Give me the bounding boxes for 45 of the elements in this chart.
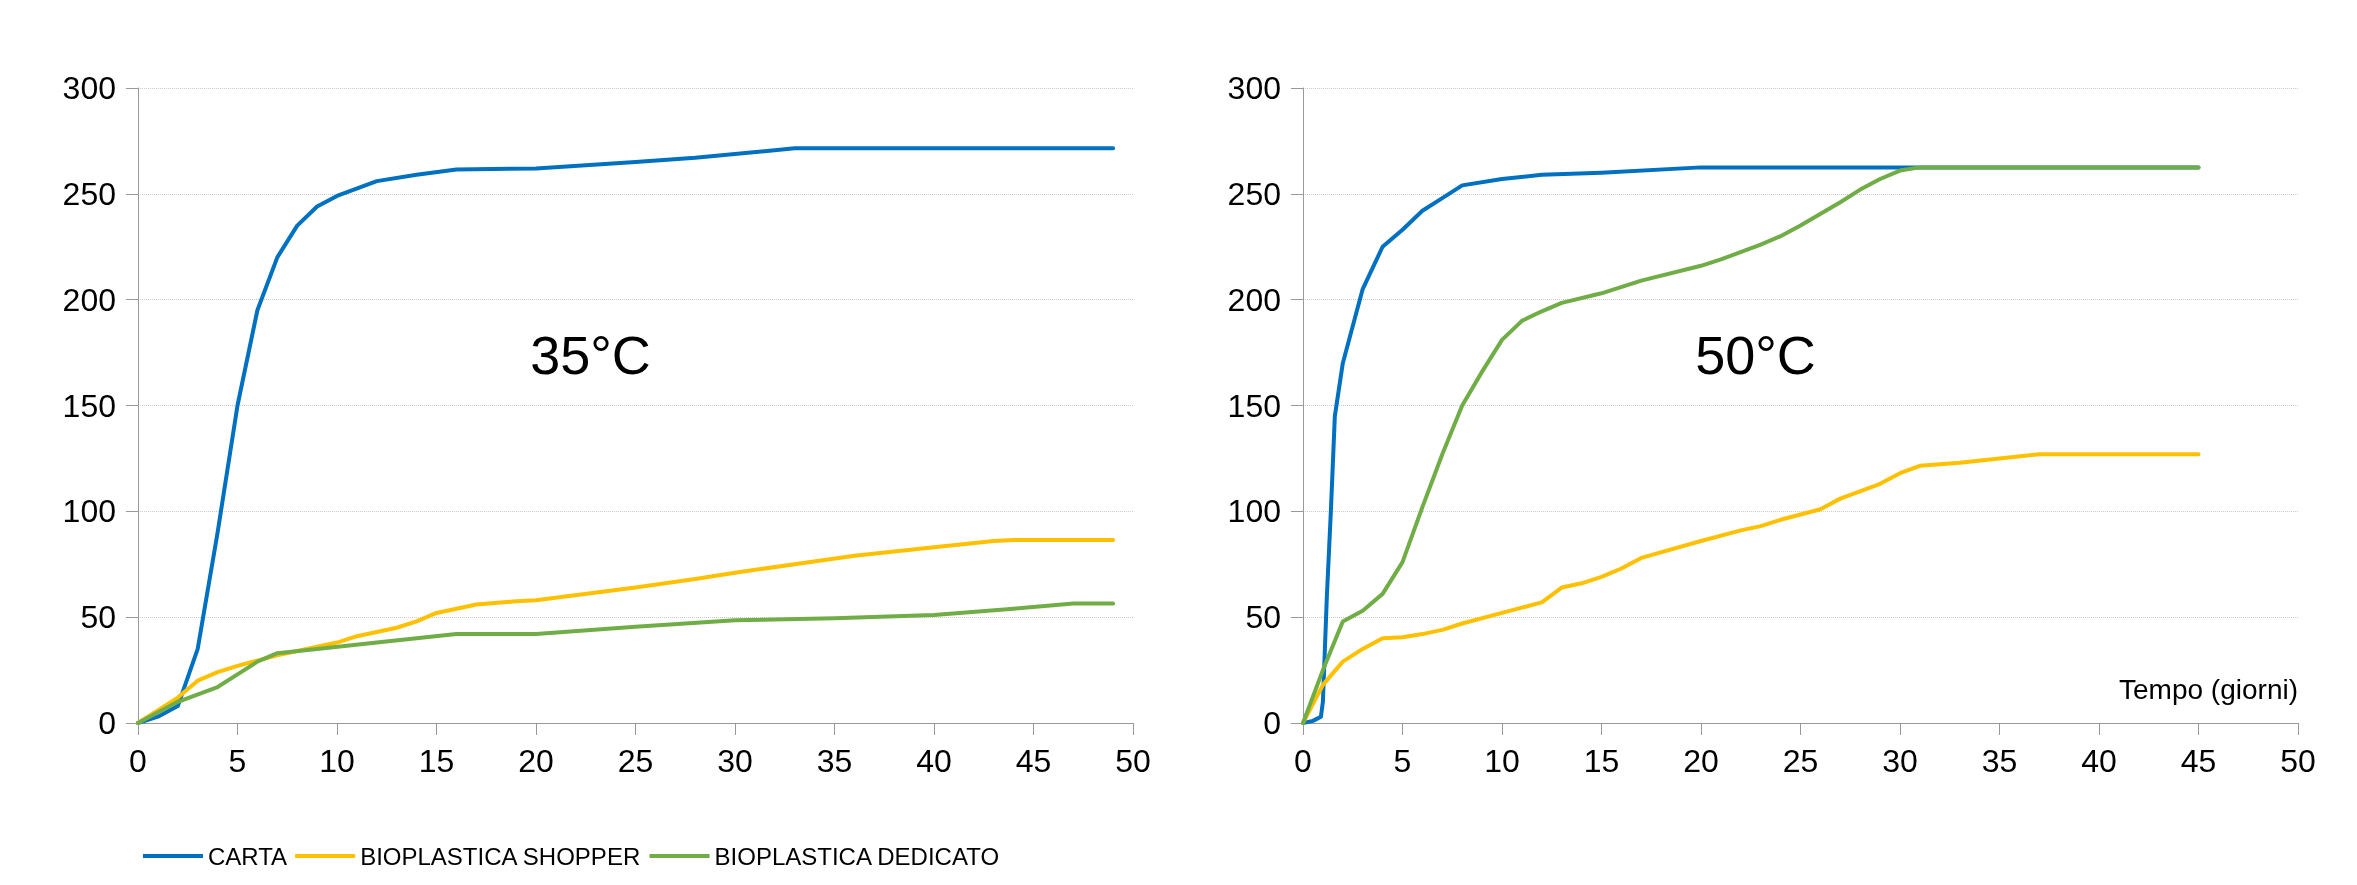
x-tick-label: 50 <box>2280 743 2316 779</box>
x-tick-label: 15 <box>1583 743 1620 779</box>
x-axis-title: Tempo (giorni) <box>2119 673 2298 705</box>
line-series <box>136 146 1116 725</box>
x-tick-label: 15 <box>418 743 455 779</box>
x-tick-label: 35 <box>816 743 853 779</box>
y-tick-label: 0 <box>1263 705 1281 741</box>
y-tick-label: 50 <box>80 599 116 636</box>
line-series <box>136 601 1116 725</box>
y-tick-label: 250 <box>62 175 116 212</box>
x-tick-label: 0 <box>129 743 147 779</box>
legend-label: BIOPLASTICA SHOPPER <box>360 842 641 870</box>
x-tick-label: 35 <box>1981 743 2018 779</box>
legend-label: BIOPLASTICA DEDICATO <box>714 842 1000 870</box>
x-tick-label: 45 <box>2180 743 2217 779</box>
y-tick-label: 100 <box>62 493 116 530</box>
annotation: 50°C <box>1695 325 1816 385</box>
x-tick-label: 10 <box>319 743 355 779</box>
x-tick-label: 20 <box>1683 743 1719 779</box>
y-tick-label: 150 <box>1227 387 1281 424</box>
x-tick-label: 30 <box>717 743 753 779</box>
y-tick-label: 200 <box>62 281 116 318</box>
y-tick-label: 150 <box>62 387 116 424</box>
line-series <box>1301 165 2201 725</box>
x-tick-label: 25 <box>1782 743 1819 779</box>
x-tick-label: 25 <box>617 743 654 779</box>
x-tick-label: 10 <box>1484 743 1520 779</box>
x-tick-label: 50 <box>1115 743 1151 779</box>
y-tick-label: 300 <box>1227 70 1281 106</box>
y-tick-label: 200 <box>1227 281 1281 318</box>
annotation: 35°C <box>530 325 651 385</box>
y-tick-label: 100 <box>1227 493 1281 530</box>
x-tick-label: 0 <box>1294 743 1312 779</box>
y-tick-label: 0 <box>98 705 116 741</box>
y-tick-label: 300 <box>62 70 116 106</box>
y-tick-label: 50 <box>1245 599 1281 636</box>
legend-label: CARTA <box>208 842 288 870</box>
x-tick-label: 5 <box>228 743 247 779</box>
x-tick-label: 40 <box>916 743 952 779</box>
x-tick-label: 20 <box>518 743 554 779</box>
x-tick-label: 5 <box>1393 743 1412 779</box>
y-tick-label: 250 <box>1227 175 1281 212</box>
x-tick-label: 45 <box>1015 743 1052 779</box>
x-tick-label: 40 <box>2081 743 2117 779</box>
x-tick-label: 30 <box>1882 743 1918 779</box>
